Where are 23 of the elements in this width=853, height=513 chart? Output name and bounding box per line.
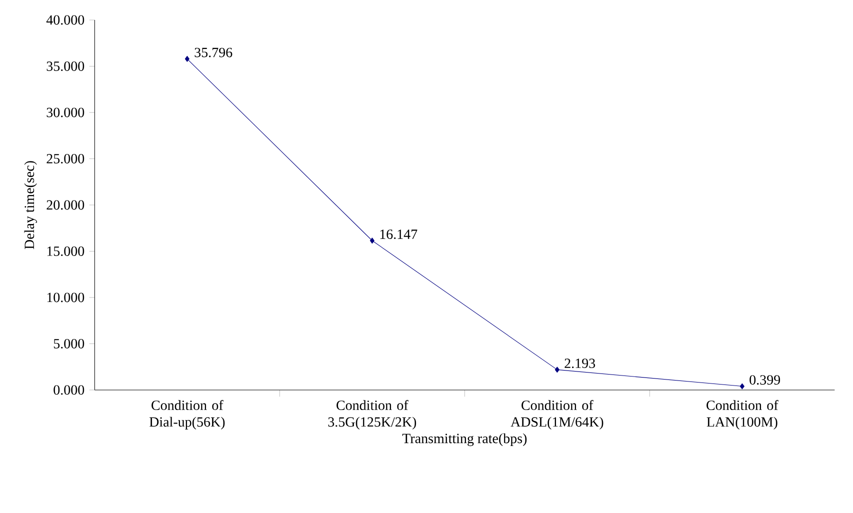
y-tick-label: 5.000 xyxy=(54,338,84,348)
y-tick-label: 40.000 xyxy=(46,15,84,25)
point xyxy=(184,56,190,62)
x-tick-label: Condition of Dial-up(56K) xyxy=(149,400,225,430)
y-tick-label: 20.000 xyxy=(46,200,84,210)
data-label: 2.193 xyxy=(564,358,596,368)
data-label: 0.399 xyxy=(750,375,780,385)
y-tick-label: 25.000 xyxy=(46,154,84,164)
point xyxy=(740,383,744,390)
y-tick-label: 15.000 xyxy=(47,246,84,256)
y-tick-label: 10.000 xyxy=(47,292,84,302)
y-tick-label: 30.000 xyxy=(46,108,84,118)
x-tick-label: Condition of 3.5G(125K/2K) xyxy=(328,400,416,430)
y-tick-label: 0.000 xyxy=(54,385,84,395)
point xyxy=(370,238,374,244)
x-tick-label: Condition of ADSL(1M/64K) xyxy=(510,400,604,430)
y-axis-title: Delay time(sec) xyxy=(24,161,37,250)
point xyxy=(554,366,560,373)
data-label: 35.796 xyxy=(194,48,232,58)
y-tick-label: 35.000 xyxy=(46,61,84,71)
x-axis-title: Transmitting rate(bps) xyxy=(402,433,527,446)
x-tick-label: Condition of LAN(100M) xyxy=(706,400,778,430)
data-label: 16.147 xyxy=(380,230,418,240)
